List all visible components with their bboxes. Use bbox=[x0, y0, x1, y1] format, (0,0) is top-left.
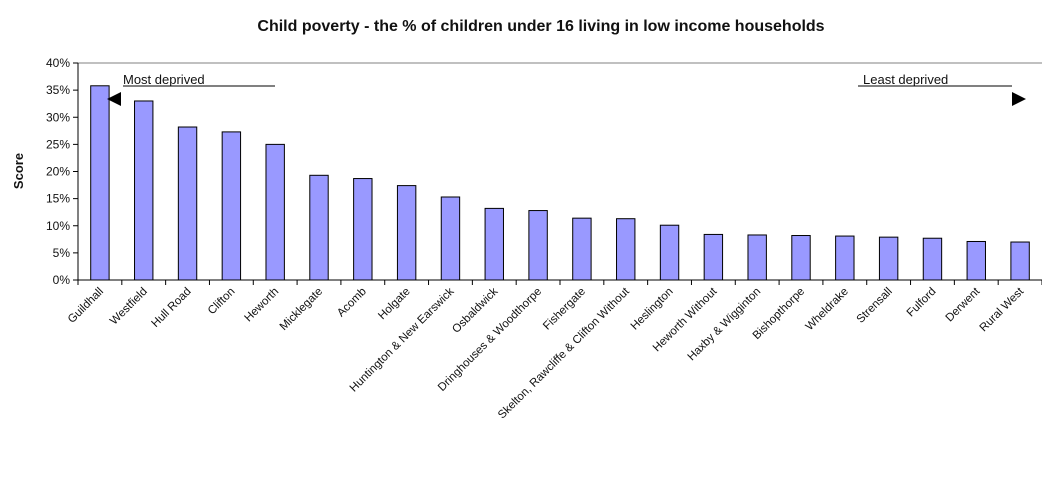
x-tick-label: Micklegate bbox=[278, 286, 325, 333]
x-tick-label: Fishergate bbox=[541, 286, 588, 333]
bar bbox=[922, 237, 943, 281]
bar bbox=[134, 100, 154, 281]
bar bbox=[747, 234, 767, 281]
y-tick-label: 5% bbox=[53, 246, 71, 260]
bar bbox=[1010, 241, 1030, 281]
y-tick-label: 0% bbox=[53, 273, 71, 287]
bar bbox=[966, 240, 986, 281]
y-tick-label: 30% bbox=[46, 110, 70, 124]
y-axis-label: Score bbox=[11, 153, 26, 189]
annotations: Most deprived Least deprived bbox=[107, 72, 1026, 106]
y-tick-label: 20% bbox=[46, 165, 70, 179]
bar bbox=[309, 174, 329, 281]
x-tick-label: Derwent bbox=[944, 285, 983, 324]
y-tick-label: 35% bbox=[46, 83, 70, 97]
most-deprived-label: Most deprived bbox=[123, 72, 205, 87]
bar bbox=[484, 207, 504, 281]
bar bbox=[440, 196, 461, 281]
least-deprived-label: Least deprived bbox=[863, 72, 948, 87]
bar bbox=[572, 217, 592, 281]
x-tick-label: Fulford bbox=[905, 286, 939, 320]
bar bbox=[265, 143, 285, 281]
bar bbox=[90, 85, 110, 281]
x-tick-label: Heslington bbox=[629, 286, 676, 333]
x-tick-label: Clifton bbox=[206, 286, 238, 318]
bar bbox=[703, 233, 724, 281]
bar bbox=[835, 235, 855, 281]
bar bbox=[353, 178, 373, 281]
bar bbox=[659, 224, 680, 281]
x-tick-label: Heworth bbox=[243, 286, 282, 325]
bar bbox=[616, 218, 636, 281]
bar bbox=[528, 210, 548, 281]
chart-title: Child poverty - the % of children under … bbox=[257, 18, 824, 35]
y-tick-label: 40% bbox=[46, 56, 70, 70]
bar bbox=[177, 126, 198, 281]
x-tick-label: Guildhall bbox=[66, 286, 106, 326]
bar bbox=[791, 235, 811, 281]
left-arrow-icon bbox=[107, 92, 121, 106]
y-tick-label: 25% bbox=[46, 137, 70, 151]
x-tick-label: Haxby & Wigginton bbox=[686, 286, 764, 364]
bar bbox=[221, 131, 242, 281]
x-tick-label: Westfield bbox=[108, 286, 150, 328]
x-tick-label: Hull Road bbox=[149, 286, 193, 330]
x-tick-label: Wheldrake bbox=[804, 286, 851, 333]
x-tick-label: Strensall bbox=[855, 286, 895, 326]
x-tick-label: Holgate bbox=[376, 286, 413, 323]
bar bbox=[396, 185, 417, 281]
y-tick-label: 10% bbox=[46, 219, 70, 233]
bars bbox=[90, 85, 1030, 281]
right-arrow-icon bbox=[1012, 92, 1026, 106]
x-tick-label: Acomb bbox=[335, 286, 369, 320]
x-tick-label: Rural West bbox=[978, 285, 1027, 334]
y-tick-label: 15% bbox=[46, 192, 70, 206]
bar bbox=[878, 236, 899, 281]
